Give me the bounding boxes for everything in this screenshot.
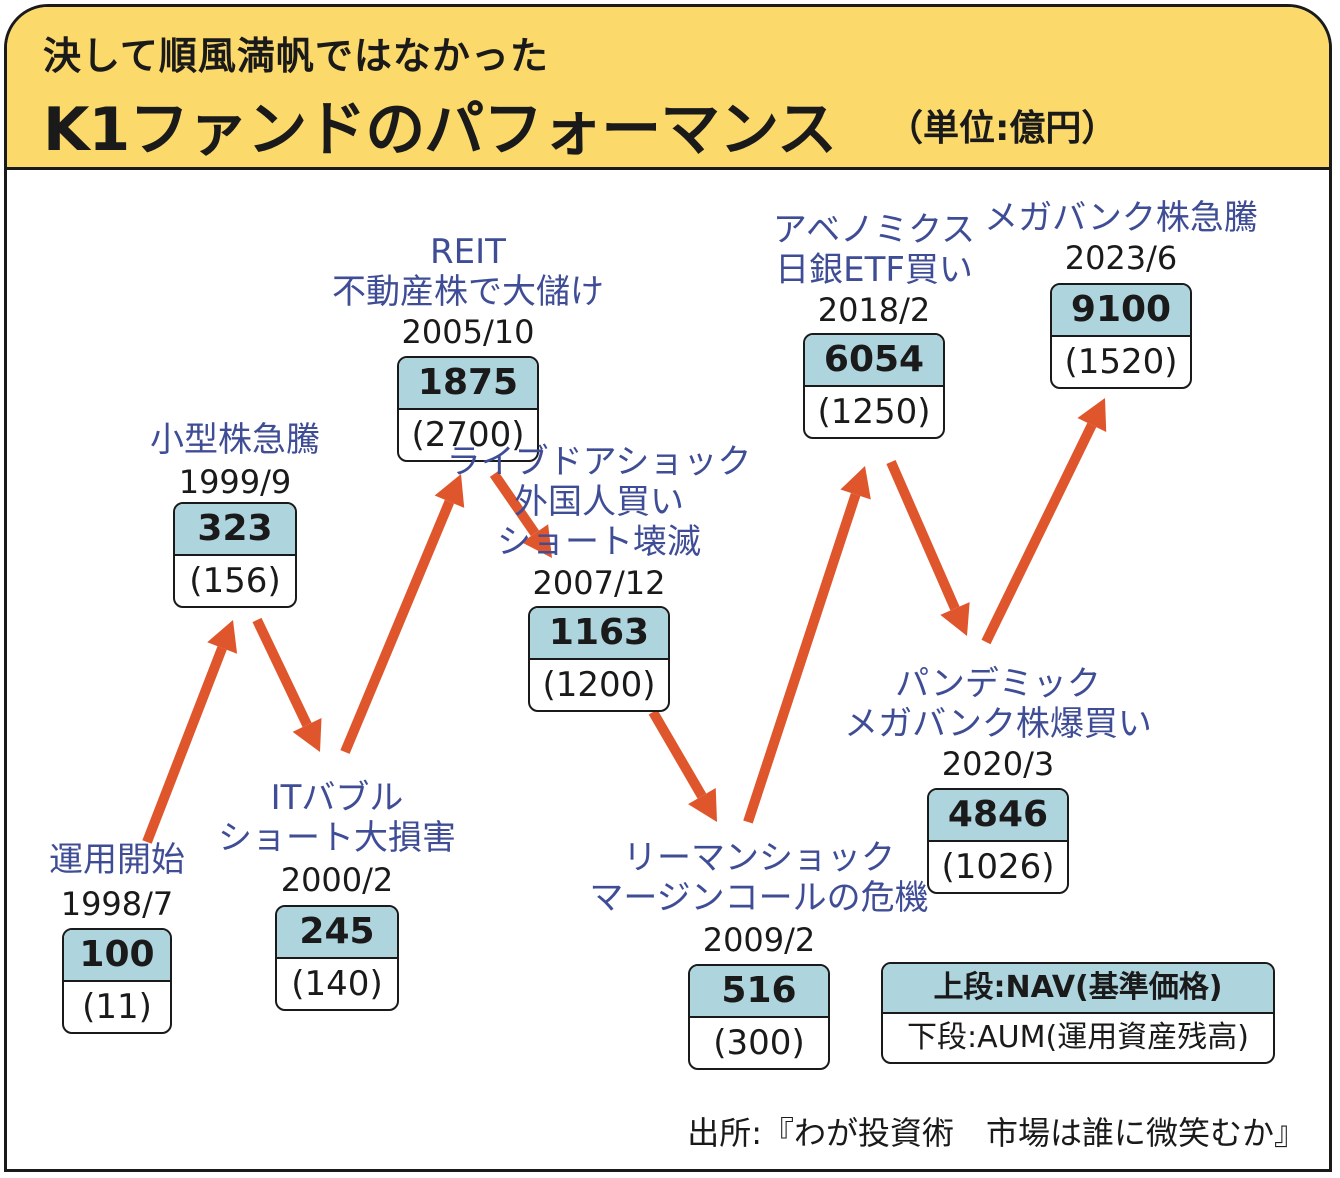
arrow-head	[434, 474, 465, 508]
event-date: 1998/7	[60, 885, 174, 923]
aum-value: (1200)	[542, 665, 656, 705]
nav-value: 6054	[805, 335, 943, 387]
arrow-head	[521, 524, 552, 558]
event-date: 2020/3	[941, 745, 1055, 783]
aum-value: (11)	[82, 987, 152, 1027]
value-box: 516 (300)	[688, 964, 830, 1070]
event-label-line: マージンコールの危機	[589, 878, 929, 918]
nav-value: 4846	[929, 790, 1067, 842]
event-label-line: 運用開始	[49, 840, 185, 880]
aum-value: (1520)	[1064, 342, 1178, 382]
event-label-line: ITバブル	[270, 778, 404, 818]
arrow-head	[207, 620, 238, 654]
event-date: 2005/10	[401, 313, 535, 351]
event-label: リーマンショック マージンコールの危機	[589, 838, 928, 918]
event-date: 2023/6	[1064, 239, 1178, 277]
event-label-line: ショート大損害	[218, 818, 456, 858]
event-date: 2018/2	[817, 291, 931, 329]
value-box: 323 (156)	[173, 502, 297, 608]
trend-arrow	[981, 422, 1097, 645]
legend-nav: 上段:NAV(基準価格)	[883, 964, 1273, 1014]
nav-value: 516	[690, 966, 828, 1018]
nav-value: 245	[277, 907, 397, 959]
aum-value: (140)	[291, 964, 383, 1004]
event-label-line: パンデミック	[895, 664, 1101, 704]
nav-value: 323	[175, 504, 295, 556]
event-date: 1999/9	[178, 463, 292, 501]
event-label-line: ライブドアショック	[446, 442, 752, 482]
event-label: REIT 不動産株で大儲け	[332, 232, 604, 312]
event-label: 運用開始	[49, 840, 185, 880]
event-label-line: 不動産株で大儲け	[332, 272, 604, 312]
event-label-line: 日銀ETF買い	[775, 250, 973, 290]
event-label-line: リーマンショック	[622, 838, 895, 878]
chart-title: K1ファンドのパフォーマンス	[43, 95, 837, 165]
header-banner: 決して順風満帆ではなかった K1ファンドのパフォーマンス （単位:億円）	[7, 7, 1329, 170]
value-box: 1875 (2700)	[397, 356, 539, 462]
event-label-line: 小型株急騰	[150, 420, 320, 460]
trend-arrow	[252, 617, 312, 728]
nav-value: 9100	[1052, 285, 1190, 337]
aum-value: (1250)	[817, 392, 931, 432]
arrow-head	[1077, 398, 1107, 432]
trend-arrow	[142, 646, 227, 844]
chart-subtitle: 決して順風満帆ではなかった	[43, 33, 549, 78]
event-label: ライブドアショック 外国人買い ショート壊滅	[447, 442, 752, 562]
event-label-line: ショート壊滅	[496, 522, 701, 562]
arrow-head	[688, 788, 717, 822]
source-note: 出所:『わが投資術 市場は誰に微笑むか』	[687, 1114, 1306, 1152]
legend: 上段:NAV(基準価格) 下段:AUM(運用資産残高)	[881, 962, 1275, 1064]
event-label-line: メガバンク株急騰	[984, 198, 1258, 238]
event-label-line: アベノミクス	[772, 210, 976, 250]
aum-value: (1026)	[941, 847, 1055, 887]
value-box: 100 (11)	[62, 928, 172, 1034]
legend-aum: 下段:AUM(運用資産残高)	[907, 1020, 1249, 1055]
nav-value: 1163	[530, 608, 668, 660]
aum-value: (156)	[189, 561, 281, 601]
value-box: 245 (140)	[275, 905, 399, 1011]
value-box: 1163 (1200)	[528, 606, 670, 712]
aum-value: (2700)	[411, 415, 525, 455]
event-label-line: REIT	[430, 232, 506, 272]
arrow-head	[840, 466, 871, 500]
event-date: 2009/2	[702, 921, 816, 959]
trend-arrow	[340, 499, 455, 754]
event-label: ITバブル ショート大損害	[218, 778, 456, 858]
value-box: 4846 (1026)	[927, 788, 1069, 894]
trend-arrow	[743, 492, 861, 824]
arrow-head	[292, 718, 322, 752]
event-date: 2007/12	[532, 564, 666, 602]
event-label-line: 外国人買い	[513, 482, 684, 522]
value-box: 9100 (1520)	[1050, 283, 1192, 389]
trend-arrow	[886, 459, 960, 611]
value-box: 6054 (1250)	[803, 333, 945, 439]
arrow-head	[940, 602, 970, 636]
event-label-line: メガバンク株爆買い	[844, 704, 1152, 744]
event-label: パンデミック メガバンク株爆買い	[844, 664, 1152, 744]
aum-value: (300)	[713, 1023, 805, 1063]
event-label: 小型株急騰	[150, 420, 320, 460]
event-date: 2000/2	[280, 861, 394, 899]
nav-value: 1875	[399, 358, 537, 410]
trend-arrow	[648, 709, 707, 799]
event-label: メガバンク株急騰	[984, 198, 1258, 238]
nav-value: 100	[64, 930, 170, 982]
event-label: アベノミクス 日銀ETF買い	[773, 210, 975, 290]
trend-arrow	[489, 471, 540, 537]
unit-label: （単位:億円）	[887, 108, 1118, 149]
